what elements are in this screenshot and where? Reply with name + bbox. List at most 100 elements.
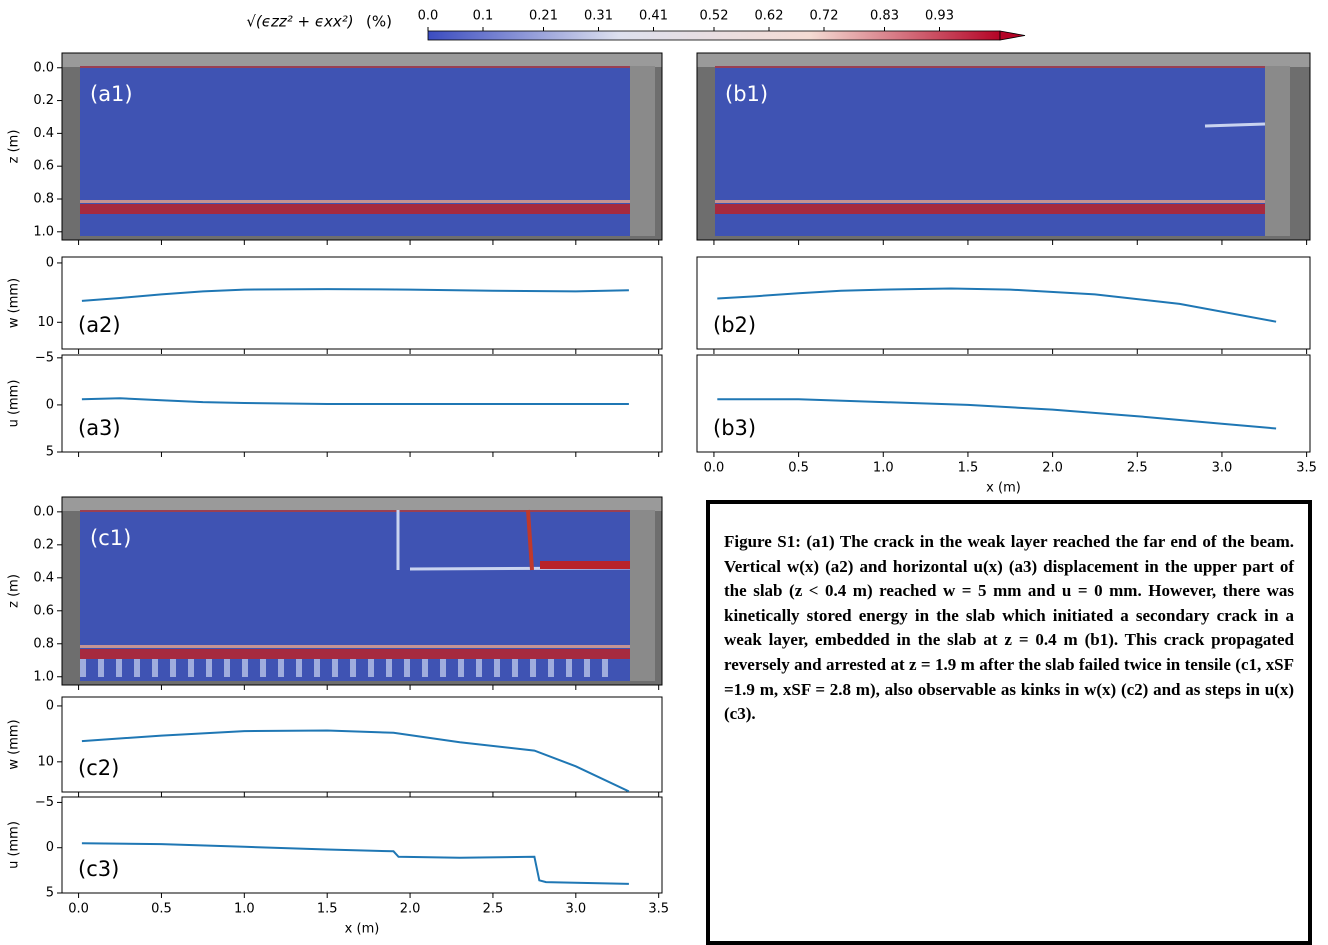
y-tick-label: 0.6 (33, 603, 54, 618)
base-strain (440, 659, 446, 677)
x-tick-label: 3.5 (1296, 461, 1317, 476)
base-strain (476, 659, 482, 677)
base-strain (80, 659, 86, 677)
panel-label: (a1) (90, 82, 133, 106)
caption: Figure S1: (a1) The crack in the weak la… (724, 532, 1294, 724)
x-tick-label: 2.5 (483, 902, 504, 917)
colorbar-tick-label: 0.93 (925, 9, 954, 24)
base-strain (332, 659, 338, 677)
base-strain (584, 659, 590, 677)
x-tick-label: 0.5 (788, 461, 809, 476)
base-strain (422, 659, 428, 677)
panel-label: (a3) (78, 416, 121, 440)
y-tick-label: 10 (37, 754, 54, 769)
x-tick-label: 3.5 (648, 902, 669, 917)
base-strain (242, 659, 248, 677)
x-tick-label: 0.0 (68, 902, 89, 917)
colorbar-tick-label: 0.72 (810, 9, 839, 24)
frame (61, 354, 663, 453)
y-axis-label: u (mm) (7, 380, 22, 428)
base-strain (188, 659, 194, 677)
y-axis-label: z (m) (7, 574, 22, 608)
x-tick-label: 0.0 (704, 461, 725, 476)
y-tick-label: 1.0 (33, 669, 54, 684)
base-strain (116, 659, 122, 677)
colorbar-extend (999, 30, 1026, 41)
y-tick-label: −5 (35, 350, 54, 365)
y-axis-label: z (m) (7, 130, 22, 164)
base-strain (98, 659, 104, 677)
base-strain (566, 659, 572, 677)
x-tick-label: 2.0 (1042, 461, 1063, 476)
x-tick-label: 1.0 (234, 902, 255, 917)
x-tick-label: 2.5 (1127, 461, 1148, 476)
base-strain (152, 659, 158, 677)
panel-label: (c3) (78, 857, 119, 881)
colorbar-tick-label: 0.62 (755, 9, 784, 24)
base-strain (278, 659, 284, 677)
frame (696, 354, 1311, 453)
y-tick-label: 0.4 (33, 570, 54, 585)
colorbar-tick-label: 0.1 (473, 9, 494, 24)
right-gap (630, 66, 655, 236)
data-line (81, 288, 629, 302)
colorbar-tick-label: 0.31 (584, 9, 613, 24)
frame (61, 496, 663, 686)
right-gap (630, 510, 655, 681)
x-axis-label: x (m) (986, 481, 1021, 496)
colorbar-unit: (%) (366, 13, 392, 31)
base-strain (602, 659, 608, 677)
x-tick-label: 1.5 (317, 902, 338, 917)
y-tick-label: 10 (37, 315, 54, 330)
colorbar-tick-label: 0.0 (418, 9, 439, 24)
weak-layer-strain (715, 204, 1265, 214)
base-strain (170, 659, 176, 677)
right-gap (1265, 66, 1290, 236)
y-axis-label: w (mm) (7, 278, 22, 328)
y-tick-label: 5 (46, 445, 54, 460)
frame (61, 696, 663, 793)
x-axis-label: x (m) (345, 922, 380, 937)
x-tick-label: 3.0 (1212, 461, 1233, 476)
weak-layer-strain (80, 649, 630, 659)
y-tick-label: 1.0 (33, 224, 54, 239)
data-line (81, 397, 629, 405)
data-line (717, 287, 1277, 323)
base-strain (548, 659, 554, 677)
top-edge-strain (715, 66, 1265, 68)
x-tick-label: 1.0 (873, 461, 894, 476)
base-strain (260, 659, 266, 677)
panel-label: (c2) (78, 756, 119, 780)
y-tick-label: 0 (46, 397, 54, 412)
base-strain (224, 659, 230, 677)
y-tick-label: −5 (35, 795, 54, 810)
panel-label: (a2) (78, 313, 121, 337)
panel-label: (b1) (725, 82, 768, 106)
base-strain (368, 659, 374, 677)
weak-layer-strain-light (80, 200, 630, 203)
panel-label: (c1) (90, 526, 131, 550)
frame (696, 256, 1311, 350)
colorbar-label: √(ϵzz² + ϵxx²) (246, 13, 353, 31)
y-tick-label: 0 (46, 255, 54, 270)
x-tick-label: 1.5 (958, 461, 979, 476)
snow-top (62, 53, 662, 67)
y-tick-label: 0.0 (33, 504, 54, 519)
base-strain (350, 659, 356, 677)
panel-label: (b2) (713, 313, 756, 337)
base-strain (296, 659, 302, 677)
colorbar-tick-label: 0.21 (529, 9, 558, 24)
frame (61, 256, 663, 350)
frame (696, 52, 1311, 241)
secondary-crack-strain (540, 561, 630, 569)
base-strain (206, 659, 212, 677)
y-axis-label: u (mm) (7, 821, 22, 869)
frame (61, 796, 663, 894)
colorbar-tick-label: 0.83 (870, 9, 899, 24)
colorbar-tick-label: 0.52 (700, 9, 729, 24)
base-strain (458, 659, 464, 677)
y-tick-label: 0.4 (33, 126, 54, 141)
x-tick-label: 3.0 (565, 902, 586, 917)
y-tick-label: 0.2 (33, 537, 54, 552)
secondary-crack (1204, 122, 1266, 128)
